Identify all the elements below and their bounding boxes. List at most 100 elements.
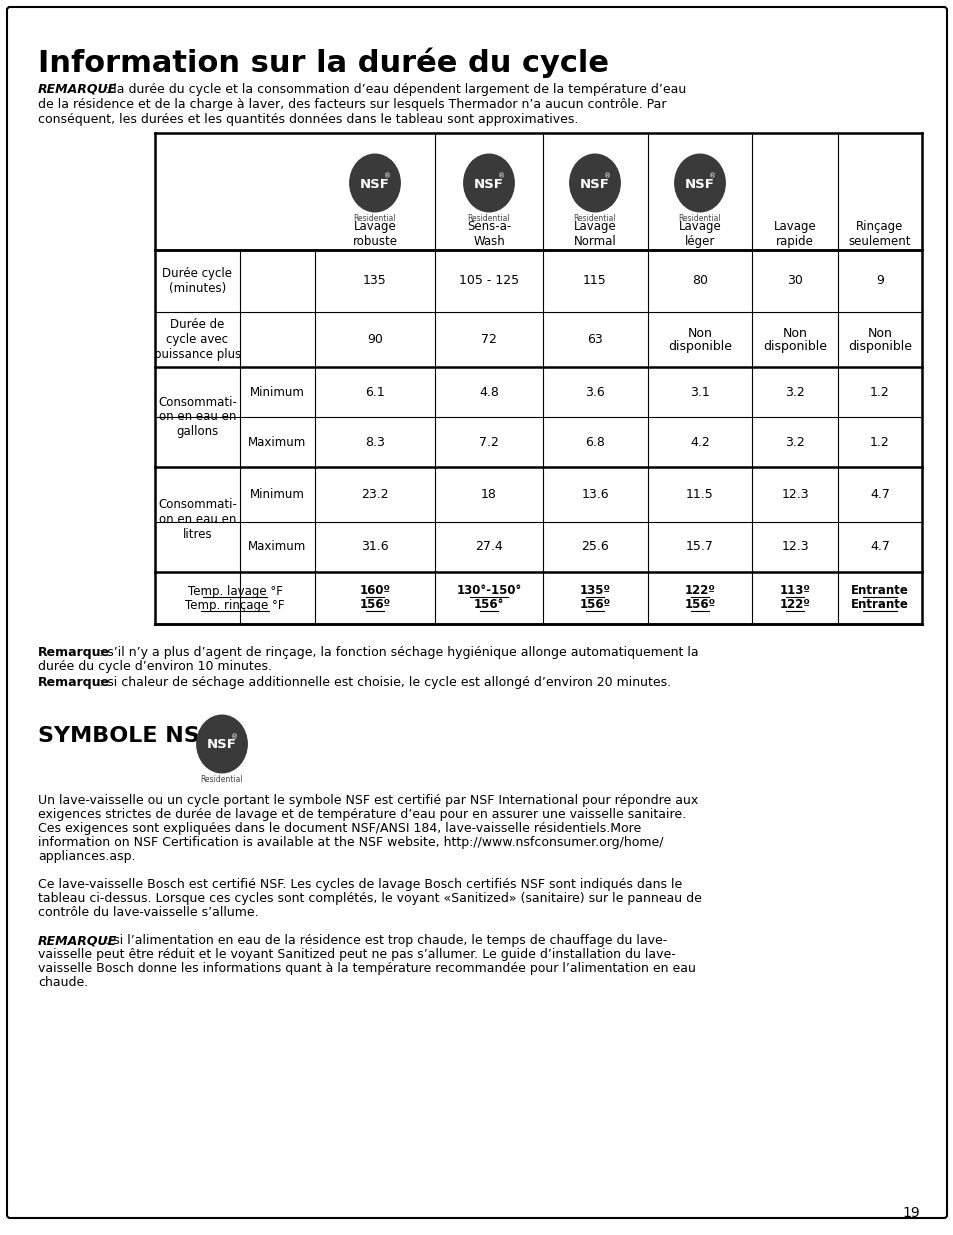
Text: NSF: NSF [474, 178, 503, 190]
Text: 122º: 122º [684, 584, 715, 598]
Text: Ces exigences sont expliquées dans le document NSF/ANSI 184, lave-vaisselle rési: Ces exigences sont expliquées dans le do… [38, 823, 640, 835]
Text: 4.2: 4.2 [689, 436, 709, 448]
Text: ®: ® [604, 173, 611, 179]
Text: Residential: Residential [467, 214, 510, 224]
Text: 8.3: 8.3 [365, 436, 384, 448]
Text: ®: ® [709, 173, 716, 179]
Text: 156º: 156º [359, 599, 390, 611]
Text: 4.7: 4.7 [869, 541, 889, 553]
Text: ®: ® [497, 173, 505, 179]
Text: 160º: 160º [359, 584, 390, 598]
Text: 15.7: 15.7 [685, 541, 713, 553]
Text: 135: 135 [363, 274, 387, 288]
Text: 6.1: 6.1 [365, 385, 384, 399]
Text: NSF: NSF [359, 178, 390, 190]
Text: 11.5: 11.5 [685, 488, 713, 501]
Text: Residential: Residential [200, 776, 243, 784]
Text: 3.2: 3.2 [784, 436, 804, 448]
Text: Information sur la durée du cycle: Information sur la durée du cycle [38, 48, 608, 79]
Text: : la durée du cycle et la consommation d’eau dépendent largement de la températu: : la durée du cycle et la consommation d… [101, 83, 685, 96]
Text: 130°-150°: 130°-150° [456, 584, 521, 598]
Text: léger: léger [684, 235, 715, 248]
Text: Maximum: Maximum [248, 436, 306, 448]
Text: 72: 72 [480, 333, 497, 346]
Text: 122º: 122º [779, 599, 810, 611]
Text: ®: ® [232, 734, 238, 740]
Text: rapide: rapide [775, 235, 813, 248]
Text: SYMBOLE NSF: SYMBOLE NSF [38, 726, 214, 746]
Text: REMARQUE: REMARQUE [38, 83, 117, 96]
Text: appliances.asp.: appliances.asp. [38, 850, 135, 863]
FancyBboxPatch shape [7, 7, 946, 1218]
Text: Durée de
cycle avec
puissance plus: Durée de cycle avec puissance plus [153, 317, 241, 361]
Ellipse shape [196, 715, 247, 773]
Text: 3.1: 3.1 [689, 385, 709, 399]
Text: vaisselle peut être réduit et le voyant Sanitized peut ne pas s’allumer. Le guid: vaisselle peut être réduit et le voyant … [38, 948, 675, 961]
Text: 1.2: 1.2 [869, 436, 889, 448]
Text: 19: 19 [902, 1207, 919, 1220]
Text: Entrante: Entrante [850, 584, 908, 598]
Text: Consommati-
on en eau en
gallons: Consommati- on en eau en gallons [158, 395, 236, 438]
Text: conséquent, les durées et les quantités données dans le tableau sont approximati: conséquent, les durées et les quantités … [38, 112, 578, 126]
Text: 30: 30 [786, 274, 802, 288]
Text: 12.3: 12.3 [781, 488, 808, 501]
Text: Entrante: Entrante [850, 599, 908, 611]
Text: : si l’alimentation en eau de la résidence est trop chaude, le temps de chauffag: : si l’alimentation en eau de la résiden… [101, 934, 666, 947]
Text: 4.8: 4.8 [478, 385, 498, 399]
Text: 156º: 156º [683, 599, 715, 611]
Text: Normal: Normal [573, 235, 616, 248]
Text: Remarque: Remarque [38, 676, 110, 689]
Text: Temp. rinçage °F: Temp. rinçage °F [185, 599, 284, 611]
Text: NSF: NSF [579, 178, 609, 190]
Text: chaude.: chaude. [38, 976, 89, 989]
Text: Consommati-
on en eau en
litres: Consommati- on en eau en litres [158, 498, 236, 541]
Text: disponible: disponible [847, 340, 911, 353]
Text: NSF: NSF [207, 739, 236, 752]
Text: : si chaleur de séchage additionnelle est choisie, le cycle est allongé d’enviro: : si chaleur de séchage additionnelle es… [95, 676, 670, 689]
Text: 80: 80 [691, 274, 707, 288]
Text: Durée cycle
(minutes): Durée cycle (minutes) [162, 267, 233, 295]
Ellipse shape [569, 154, 619, 211]
Text: Non: Non [687, 327, 712, 340]
Text: Residential: Residential [573, 214, 616, 224]
Text: 18: 18 [480, 488, 497, 501]
Text: Ce lave-vaisselle Bosch est certifié NSF. Les cycles de lavage Bosch certifiés N: Ce lave-vaisselle Bosch est certifié NSF… [38, 878, 681, 890]
Text: 1.2: 1.2 [869, 385, 889, 399]
Ellipse shape [463, 154, 514, 211]
Text: Temp. lavage °F: Temp. lavage °F [188, 584, 282, 598]
Text: Non: Non [866, 327, 891, 340]
Text: disponible: disponible [667, 340, 731, 353]
Text: contrôle du lave-vaisselle s’allume.: contrôle du lave-vaisselle s’allume. [38, 906, 258, 919]
Text: de la résidence et de la charge à laver, des facteurs sur lesquels Thermador n’a: de la résidence et de la charge à laver,… [38, 98, 666, 111]
Text: 12.3: 12.3 [781, 541, 808, 553]
Text: 113º: 113º [779, 584, 810, 598]
Text: Remarque: Remarque [38, 646, 110, 659]
Text: : s’il n’y a plus d’agent de rinçage, la fonction séchage hygiénique allonge aut: : s’il n’y a plus d’agent de rinçage, la… [95, 646, 698, 659]
Text: Sens-a-: Sens-a- [466, 220, 511, 233]
Text: Wash: Wash [473, 235, 504, 248]
Ellipse shape [674, 154, 724, 211]
Text: 31.6: 31.6 [361, 541, 389, 553]
Text: NSF: NSF [684, 178, 714, 190]
Text: 156°: 156° [474, 599, 503, 611]
Text: 156º: 156º [578, 599, 610, 611]
Text: ®: ® [384, 173, 391, 179]
Text: 115: 115 [582, 274, 606, 288]
Text: information on NSF Certification is available at the NSF website, http://www.nsf: information on NSF Certification is avai… [38, 836, 662, 848]
Text: Rinçage: Rinçage [856, 220, 902, 233]
Text: 7.2: 7.2 [478, 436, 498, 448]
Text: robuste: robuste [352, 235, 397, 248]
Text: 63: 63 [586, 333, 602, 346]
Text: Lavage: Lavage [773, 220, 816, 233]
Text: 25.6: 25.6 [580, 541, 608, 553]
Text: 9: 9 [875, 274, 883, 288]
Text: disponible: disponible [762, 340, 826, 353]
Text: Minimum: Minimum [250, 488, 305, 501]
Text: vaisselle Bosch donne les informations quant à la température recommandée pour l: vaisselle Bosch donne les informations q… [38, 962, 695, 974]
Text: 23.2: 23.2 [361, 488, 389, 501]
Text: seulement: seulement [848, 235, 910, 248]
Text: Lavage: Lavage [354, 220, 395, 233]
Text: 135º: 135º [578, 584, 610, 598]
Text: 27.4: 27.4 [475, 541, 502, 553]
Text: Maximum: Maximum [248, 541, 306, 553]
